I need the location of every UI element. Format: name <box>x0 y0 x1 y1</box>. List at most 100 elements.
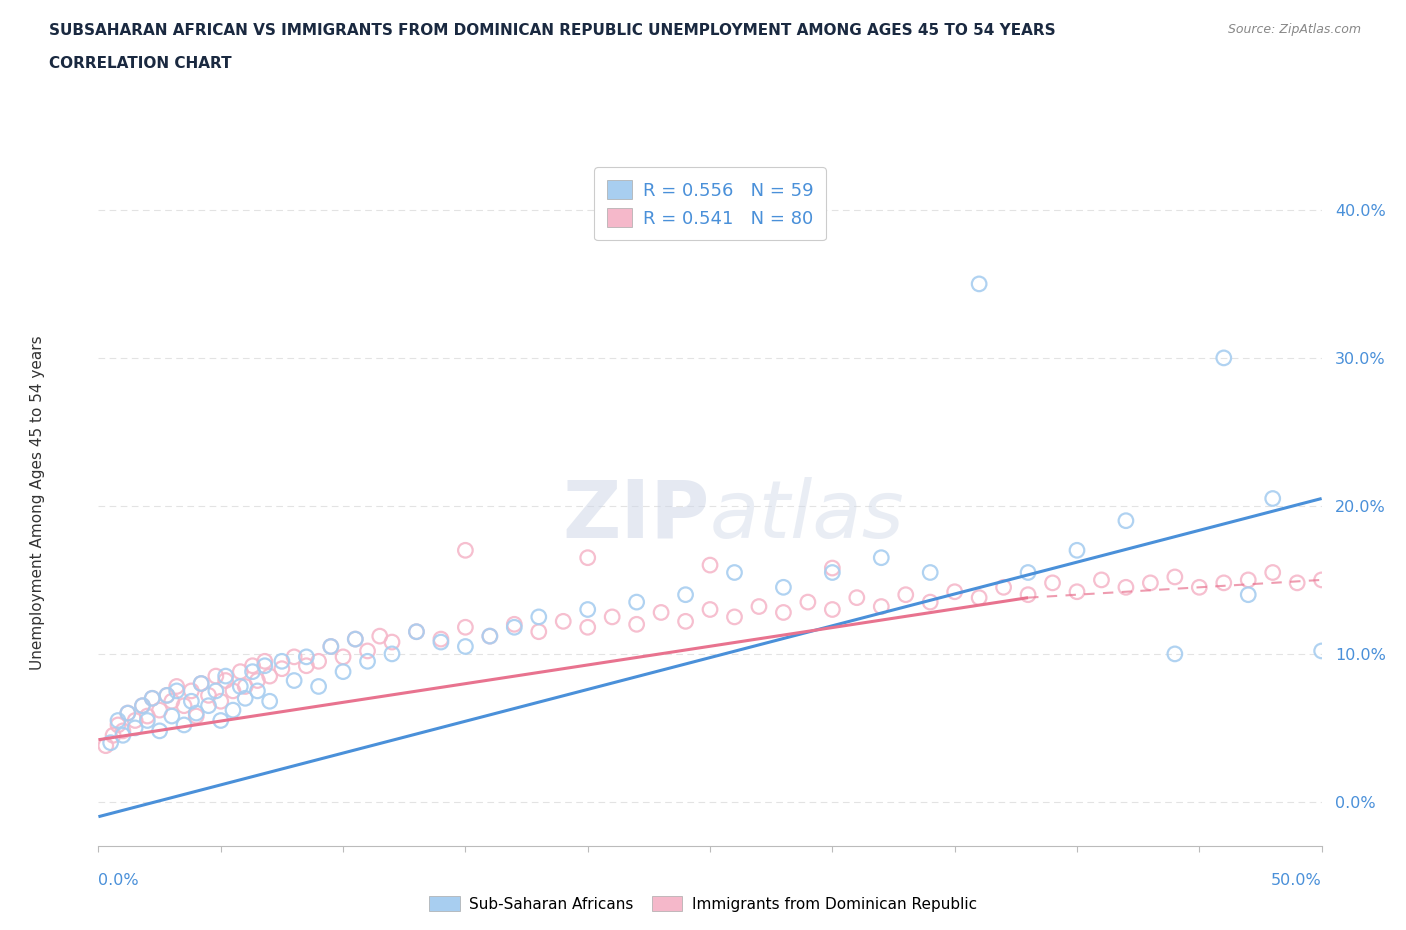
Point <box>699 558 721 573</box>
Point <box>1164 646 1187 661</box>
Point <box>821 561 844 576</box>
Point <box>1286 576 1309 591</box>
Point <box>967 591 990 605</box>
Point <box>156 688 179 703</box>
Point <box>626 594 648 609</box>
Point <box>576 619 599 634</box>
Point <box>920 565 942 580</box>
Point <box>180 684 202 698</box>
Point <box>1017 565 1039 580</box>
Point <box>1139 576 1161 591</box>
Point <box>405 624 427 639</box>
Point <box>356 654 378 669</box>
Legend: Sub-Saharan Africans, Immigrants from Dominican Republic: Sub-Saharan Africans, Immigrants from Do… <box>423 889 983 918</box>
Point <box>1066 543 1088 558</box>
Point <box>1115 580 1137 595</box>
Point <box>772 605 794 620</box>
Point <box>253 658 276 673</box>
Point <box>246 684 269 698</box>
Point <box>356 644 378 658</box>
Point <box>160 694 183 709</box>
Point <box>797 594 820 609</box>
Point <box>478 629 501 644</box>
Point <box>160 709 183 724</box>
Point <box>344 631 367 646</box>
Point <box>190 676 212 691</box>
Point <box>723 609 745 624</box>
Text: Source: ZipAtlas.com: Source: ZipAtlas.com <box>1227 23 1361 36</box>
Point <box>214 673 236 688</box>
Point <box>117 706 139 721</box>
Point <box>259 694 281 709</box>
Point <box>141 691 163 706</box>
Point <box>723 565 745 580</box>
Point <box>600 609 623 624</box>
Point <box>430 634 453 649</box>
Text: 0.0%: 0.0% <box>98 873 139 888</box>
Point <box>205 684 228 698</box>
Point <box>124 721 146 736</box>
Text: ZIP: ZIP <box>562 477 710 555</box>
Point <box>1310 644 1333 658</box>
Point <box>173 718 195 733</box>
Point <box>650 605 672 620</box>
Point <box>920 594 942 609</box>
Point <box>186 706 208 721</box>
Point <box>430 631 453 646</box>
Point <box>454 639 477 654</box>
Point <box>381 634 404 649</box>
Point <box>1237 573 1260 588</box>
Point <box>295 649 318 664</box>
Point <box>821 602 844 617</box>
Point <box>131 698 153 713</box>
Point <box>1115 513 1137 528</box>
Point <box>283 649 305 664</box>
Point <box>1042 576 1064 591</box>
Text: 50.0%: 50.0% <box>1271 873 1322 888</box>
Point <box>209 713 232 728</box>
Point <box>295 658 318 673</box>
Text: CORRELATION CHART: CORRELATION CHART <box>49 56 232 71</box>
Point <box>180 694 202 709</box>
Point <box>111 724 134 738</box>
Point <box>527 624 550 639</box>
Point <box>699 602 721 617</box>
Point <box>197 688 219 703</box>
Point <box>1066 584 1088 599</box>
Point <box>1164 569 1187 584</box>
Point <box>870 551 893 565</box>
Point <box>229 679 252 694</box>
Point <box>943 584 966 599</box>
Point <box>166 679 188 694</box>
Point <box>405 624 427 639</box>
Point <box>283 673 305 688</box>
Point <box>246 673 269 688</box>
Point <box>344 631 367 646</box>
Point <box>229 664 252 679</box>
Text: Unemployment Among Ages 45 to 54 years: Unemployment Among Ages 45 to 54 years <box>30 335 45 670</box>
Point <box>332 664 354 679</box>
Point <box>845 591 868 605</box>
Point <box>124 713 146 728</box>
Point <box>242 658 264 673</box>
Point <box>166 684 188 698</box>
Point <box>478 629 501 644</box>
Point <box>748 599 770 614</box>
Point <box>233 679 256 694</box>
Point <box>1261 565 1284 580</box>
Point <box>270 661 294 676</box>
Point <box>141 691 163 706</box>
Point <box>993 580 1015 595</box>
Point <box>503 617 526 631</box>
Point <box>1188 580 1211 595</box>
Point <box>94 738 117 753</box>
Point <box>319 639 342 654</box>
Point <box>1310 573 1333 588</box>
Point <box>214 669 236 684</box>
Point <box>136 709 159 724</box>
Point <box>1090 573 1112 588</box>
Point <box>101 728 124 743</box>
Point <box>675 614 697 629</box>
Point <box>576 551 599 565</box>
Point <box>190 676 212 691</box>
